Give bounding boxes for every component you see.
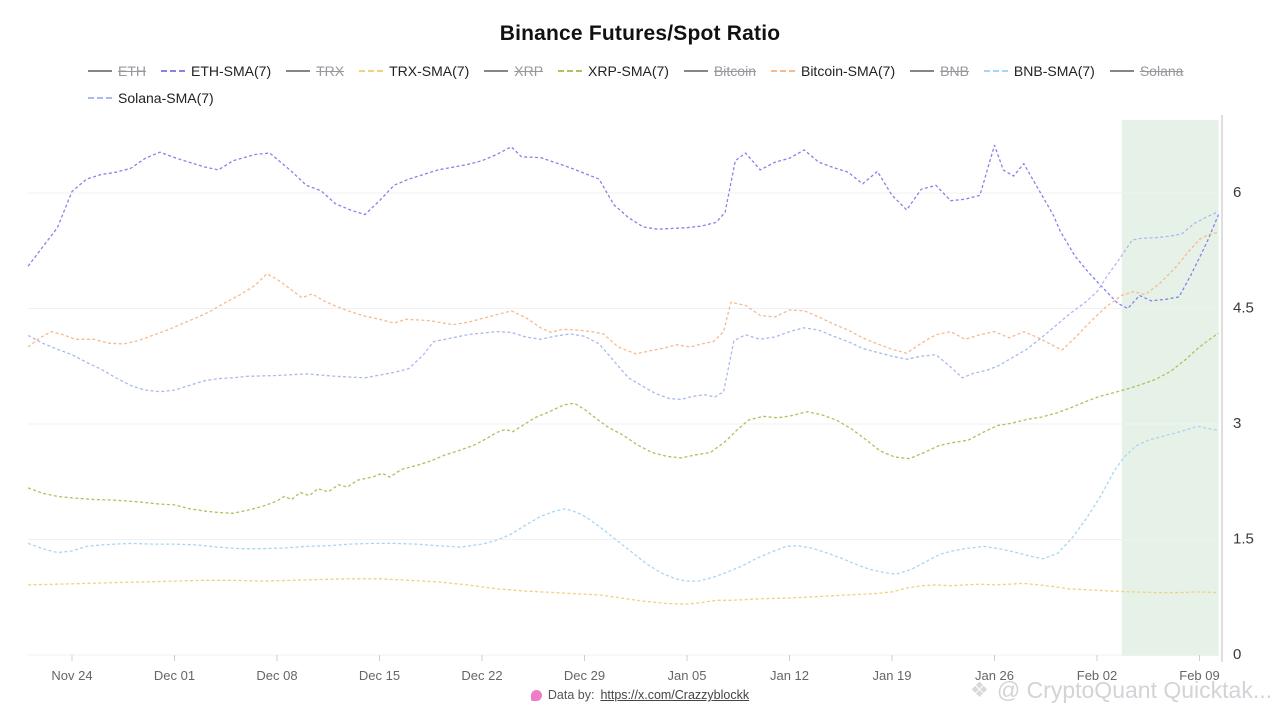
line-eth-sma-7- [27, 144, 1220, 310]
data-attribution: Data by: https://x.com/Crazzyblockk [0, 688, 1280, 702]
legend-item-bnb[interactable]: BNB [910, 61, 969, 81]
legend-swatch [359, 70, 384, 72]
legend-label: ETH [118, 63, 146, 79]
legend-swatch [484, 70, 509, 72]
legend-swatch [983, 70, 1008, 72]
y-axis-label: 4.5 [1233, 299, 1254, 316]
line-bitcoin-sma-7- [27, 231, 1219, 355]
x-axis-label: Jan 19 [872, 668, 911, 683]
legend-item-solana[interactable]: Solana [1109, 61, 1184, 81]
legend-label: Solana-SMA(7) [118, 90, 214, 106]
x-axis-label: Dec 29 [564, 668, 605, 683]
legend-item-eth-sma-7-[interactable]: ETH-SMA(7) [161, 61, 271, 81]
chart-title: Binance Futures/Spot Ratio [499, 22, 781, 45]
cryptoquant-logo-icon: ❖ [970, 679, 989, 702]
legend-item-bitcoin-sma-7-[interactable]: Bitcoin-SMA(7) [770, 61, 896, 81]
legend-swatch [88, 97, 112, 99]
legend-label: Bitcoin [713, 63, 756, 79]
legend-item-solana-sma-7-[interactable]: Solana-SMA(7) [88, 88, 214, 108]
legend-swatch [88, 70, 112, 72]
legend-swatch [1109, 70, 1134, 72]
watermark: ❖ @ CryptoQuant Quicktak... [970, 677, 1272, 704]
data-by-label: Data by: [547, 688, 595, 702]
x-axis-label: Dec 01 [154, 668, 195, 683]
legend: ETH ETH-SMA(7) TRX TRX-SMA(7) XRP XRP-SMA(7) B… [88, 61, 1223, 108]
line-xrp-sma-7- [27, 332, 1219, 514]
x-axis-label: Dec 08 [256, 668, 297, 683]
x-axis-label: Feb 02 [1077, 668, 1117, 683]
legend-item-trx[interactable]: TRX [286, 61, 344, 81]
legend-label: TRX [316, 63, 345, 79]
legend-item-bitcoin[interactable]: Bitcoin [683, 61, 756, 81]
x-axis-label: Dec 22 [461, 668, 502, 683]
legend-label: BNB [940, 63, 969, 79]
legend-swatch [286, 70, 311, 72]
legend-label: BNB-SMA(7) [1013, 63, 1095, 79]
legend-label: TRX-SMA(7) [389, 63, 470, 79]
legend-item-eth[interactable]: ETH [88, 61, 146, 81]
data-source-icon [530, 689, 542, 701]
x-axis-label: Jan 26 [975, 668, 1014, 683]
watermark-text: @ CryptoQuant Quicktak... [996, 677, 1272, 703]
legend-item-xrp-sma-7-[interactable]: XRP-SMA(7) [558, 61, 669, 81]
x-axis-label: Nov 24 [51, 668, 92, 683]
y-axis-label: 0 [1233, 646, 1241, 663]
x-axis-label: Feb 09 [1179, 668, 1219, 683]
legend-swatch [161, 70, 185, 72]
legend-item-trx-sma-7-[interactable]: TRX-SMA(7) [359, 61, 469, 81]
line-bnb-sma-7- [27, 425, 1219, 582]
legend-label: XRP [514, 63, 544, 79]
x-axis-label: Jan 12 [770, 668, 809, 683]
y-axis-label: 1.5 [1233, 530, 1254, 547]
legend-item-xrp[interactable]: XRP [484, 61, 543, 81]
legend-label: Solana [1139, 63, 1184, 79]
legend-swatch [683, 70, 708, 72]
data-source-link[interactable]: https://x.com/Crazzyblockk [600, 688, 750, 702]
highlight-region [1121, 120, 1219, 656]
legend-label: ETH-SMA(7) [191, 63, 272, 79]
x-axis-label: Jan 05 [667, 668, 706, 683]
legend-swatch [770, 70, 795, 72]
legend-label: XRP-SMA(7) [588, 63, 669, 79]
y-axis-label: 6 [1233, 184, 1241, 201]
line-trx-sma-7- [28, 578, 1219, 605]
legend-swatch [910, 70, 935, 72]
x-axis-label: Dec 15 [359, 668, 400, 683]
y-axis-label: 3 [1233, 415, 1241, 432]
legend-item-bnb-sma-7-[interactable]: BNB-SMA(7) [983, 61, 1095, 81]
legend-label: Bitcoin-SMA(7) [800, 63, 896, 79]
legend-swatch [558, 70, 583, 72]
line-solana-sma-7- [27, 210, 1219, 401]
